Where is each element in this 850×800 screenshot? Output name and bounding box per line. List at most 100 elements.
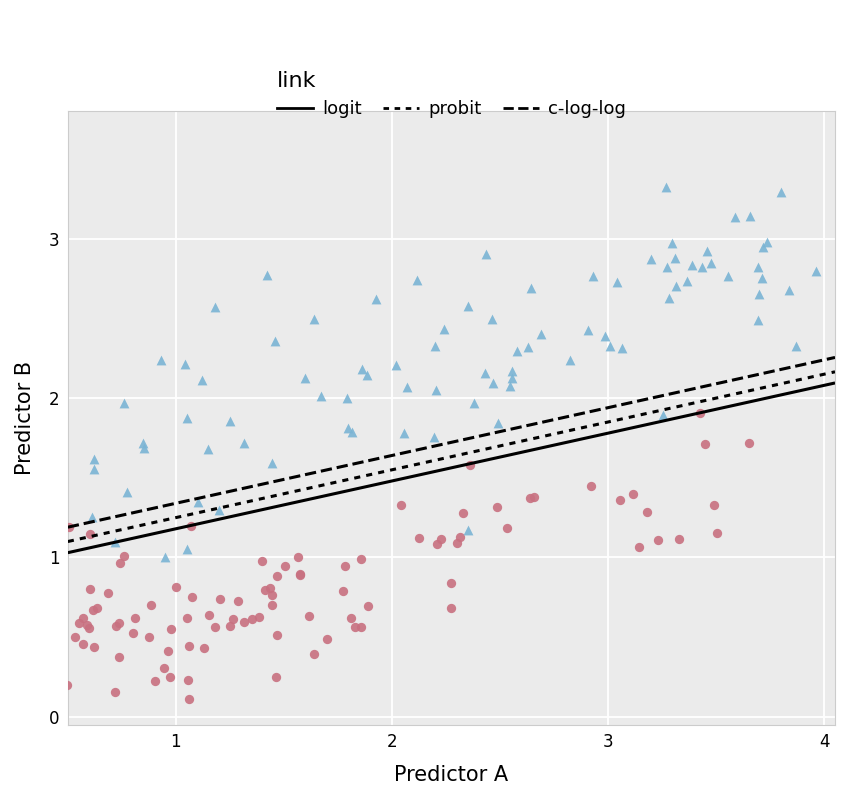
Point [341, 422, 354, 434]
Point [83, 582, 97, 595]
Point [169, 581, 183, 594]
Point [790, 339, 803, 352]
Point [486, 377, 500, 390]
Point [44, 594, 58, 606]
Point [510, 344, 524, 357]
Point [603, 339, 616, 352]
Point [80, 618, 94, 631]
Point [461, 524, 474, 537]
Point [698, 438, 711, 451]
Point [213, 593, 227, 606]
Legend: logit, probit, c-log-log: logit, probit, c-log-log [276, 71, 626, 118]
Point [394, 498, 408, 511]
Point [361, 599, 375, 612]
Point [50, 674, 64, 687]
Point [237, 615, 251, 628]
Point [707, 498, 721, 511]
Point [137, 441, 150, 454]
Point [195, 374, 208, 386]
Point [774, 186, 788, 198]
Point [155, 354, 168, 366]
Point [246, 613, 259, 626]
Point [337, 559, 351, 572]
Point [87, 640, 100, 653]
Point [63, 521, 76, 534]
Point [180, 611, 194, 624]
Point [524, 282, 537, 294]
Point [463, 458, 477, 471]
Point [82, 622, 96, 634]
Point [490, 501, 504, 514]
Point [269, 670, 282, 683]
Point [662, 292, 676, 305]
Point [728, 211, 742, 224]
Point [743, 210, 756, 222]
Point [127, 626, 140, 639]
Point [116, 550, 130, 562]
Point [370, 293, 383, 306]
Point [86, 604, 99, 617]
Point [212, 503, 226, 516]
Point [208, 301, 222, 314]
Point [756, 271, 769, 284]
Point [270, 629, 284, 642]
Point [157, 662, 171, 674]
Point [491, 417, 505, 430]
Point [506, 365, 519, 378]
Point [462, 300, 475, 313]
Point [668, 251, 682, 264]
Point [467, 397, 480, 410]
Point [148, 674, 162, 687]
Point [291, 550, 304, 563]
Point [651, 534, 665, 546]
Point [585, 480, 598, 493]
Point [527, 491, 541, 504]
Point [694, 406, 707, 419]
Point [112, 617, 126, 630]
Point [752, 287, 766, 300]
Point [444, 601, 457, 614]
Point [314, 390, 327, 402]
Point [685, 258, 699, 271]
Point [72, 617, 86, 630]
Point [751, 261, 765, 274]
Point [256, 554, 269, 567]
Point [354, 553, 368, 566]
Point [456, 507, 470, 520]
Point [261, 269, 275, 282]
Point [207, 621, 221, 634]
Point [614, 494, 627, 506]
Point [632, 541, 645, 554]
Point [109, 686, 122, 698]
Point [55, 621, 69, 634]
Point [88, 462, 101, 475]
Point [308, 312, 321, 325]
Point [163, 670, 177, 683]
Point [336, 584, 349, 597]
Point [265, 457, 279, 470]
Point [50, 615, 64, 628]
Point [760, 235, 774, 248]
Point [704, 257, 717, 270]
Point [117, 397, 131, 410]
Point [184, 519, 197, 532]
Point [293, 569, 307, 582]
Point [644, 252, 658, 265]
Point [197, 642, 211, 654]
Point [185, 590, 199, 603]
Point [478, 366, 491, 379]
Point [434, 533, 448, 546]
Point [164, 622, 178, 635]
Point [700, 245, 713, 258]
Point [298, 372, 312, 385]
Point [503, 380, 517, 393]
Point [669, 280, 683, 293]
Point [263, 582, 276, 594]
Point [586, 270, 600, 283]
Point [450, 536, 464, 549]
Point [114, 557, 128, 570]
Point [428, 339, 441, 352]
Point [505, 372, 518, 385]
Point [341, 391, 354, 404]
Point [83, 528, 97, 541]
